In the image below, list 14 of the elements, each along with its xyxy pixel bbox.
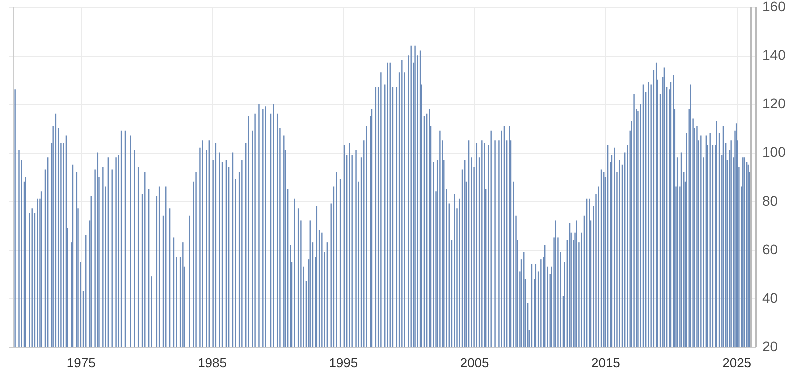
x-tick-label: 2005: [460, 356, 490, 370]
y-tick-label: 160: [762, 0, 786, 14]
y-tick-label: 60: [762, 241, 778, 258]
y-tick-label: 120: [762, 96, 786, 112]
x-tick-label: 1995: [329, 356, 358, 370]
y-tick-label: 140: [762, 47, 786, 64]
x-tick-label: 2025: [722, 356, 752, 370]
y-tick-label: 100: [762, 144, 786, 160]
x-tick-label: 2015: [591, 356, 620, 370]
y-tick-label: 80: [762, 192, 778, 209]
x-tick-label: 1975: [66, 356, 96, 370]
y-tick-label: 40: [762, 290, 778, 306]
y-tick-label: 20: [762, 338, 778, 354]
x-tick-label: 1985: [198, 356, 227, 370]
